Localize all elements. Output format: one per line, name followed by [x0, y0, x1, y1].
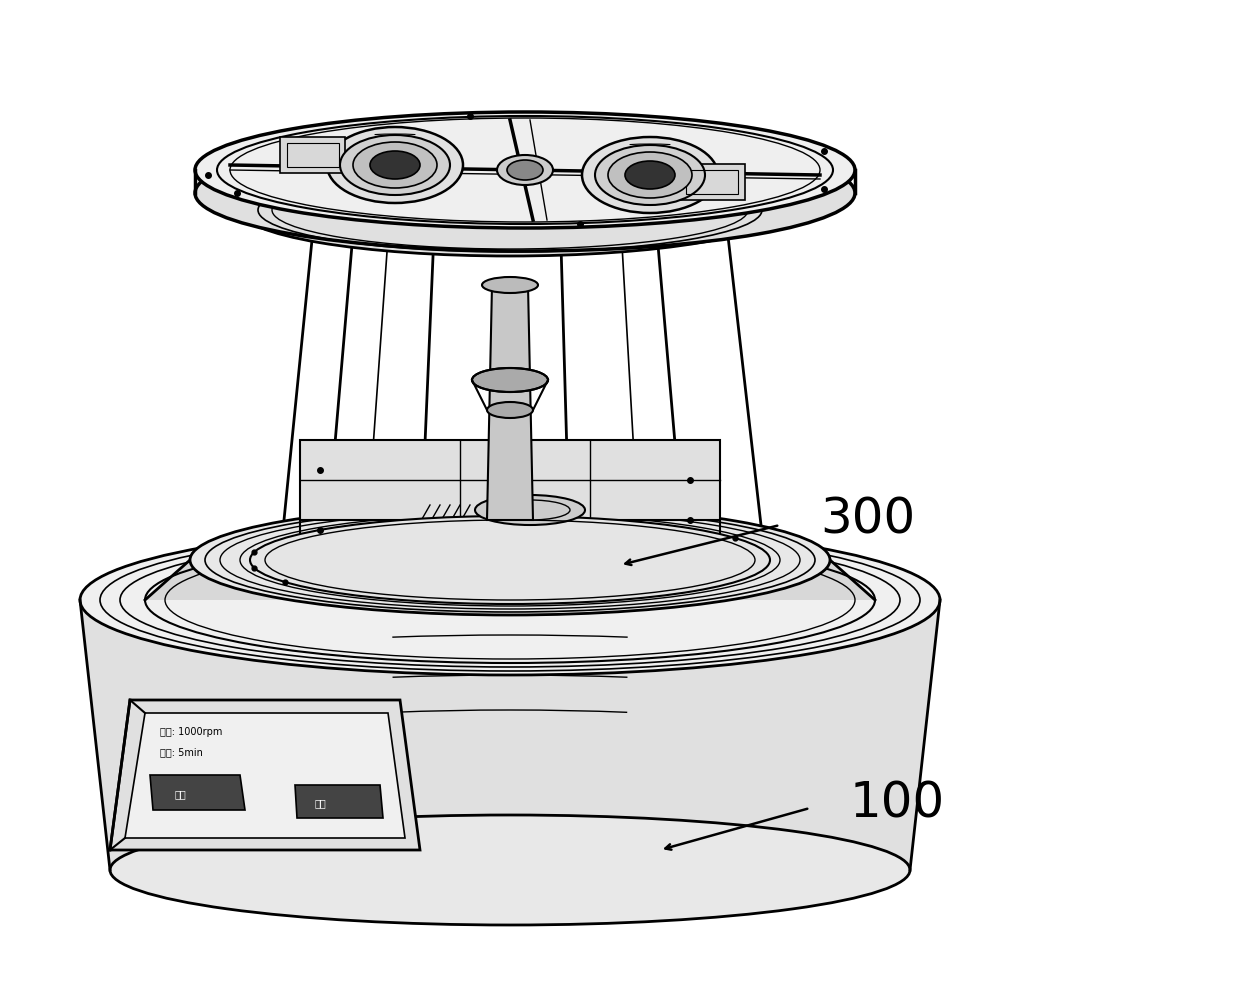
- Text: 停止: 停止: [315, 798, 327, 808]
- Polygon shape: [145, 560, 875, 600]
- Ellipse shape: [625, 161, 675, 189]
- Ellipse shape: [353, 142, 436, 188]
- Polygon shape: [150, 775, 246, 810]
- Ellipse shape: [582, 137, 718, 213]
- Text: 转速: 1000rpm: 转速: 1000rpm: [160, 727, 222, 737]
- Polygon shape: [295, 785, 383, 818]
- Ellipse shape: [81, 525, 940, 675]
- Polygon shape: [680, 164, 745, 200]
- Ellipse shape: [195, 112, 856, 228]
- Text: 300: 300: [820, 496, 915, 544]
- Ellipse shape: [195, 135, 856, 251]
- Ellipse shape: [497, 155, 553, 185]
- Polygon shape: [300, 440, 720, 520]
- Ellipse shape: [250, 516, 770, 604]
- Ellipse shape: [190, 505, 830, 615]
- Polygon shape: [487, 285, 533, 520]
- Ellipse shape: [370, 151, 420, 179]
- Ellipse shape: [487, 402, 533, 418]
- Ellipse shape: [472, 368, 548, 392]
- Polygon shape: [110, 700, 420, 850]
- Ellipse shape: [241, 164, 780, 256]
- Ellipse shape: [110, 815, 910, 925]
- Text: 时间: 5min: 时间: 5min: [160, 747, 203, 757]
- Ellipse shape: [595, 145, 706, 205]
- Ellipse shape: [327, 127, 463, 203]
- Polygon shape: [125, 713, 405, 838]
- Polygon shape: [280, 137, 345, 173]
- Text: 100: 100: [849, 779, 945, 827]
- Polygon shape: [81, 600, 940, 870]
- Ellipse shape: [507, 160, 543, 180]
- Ellipse shape: [608, 152, 692, 198]
- Ellipse shape: [482, 277, 538, 293]
- Text: 启动: 启动: [175, 789, 187, 799]
- Ellipse shape: [340, 135, 450, 195]
- Ellipse shape: [475, 495, 585, 525]
